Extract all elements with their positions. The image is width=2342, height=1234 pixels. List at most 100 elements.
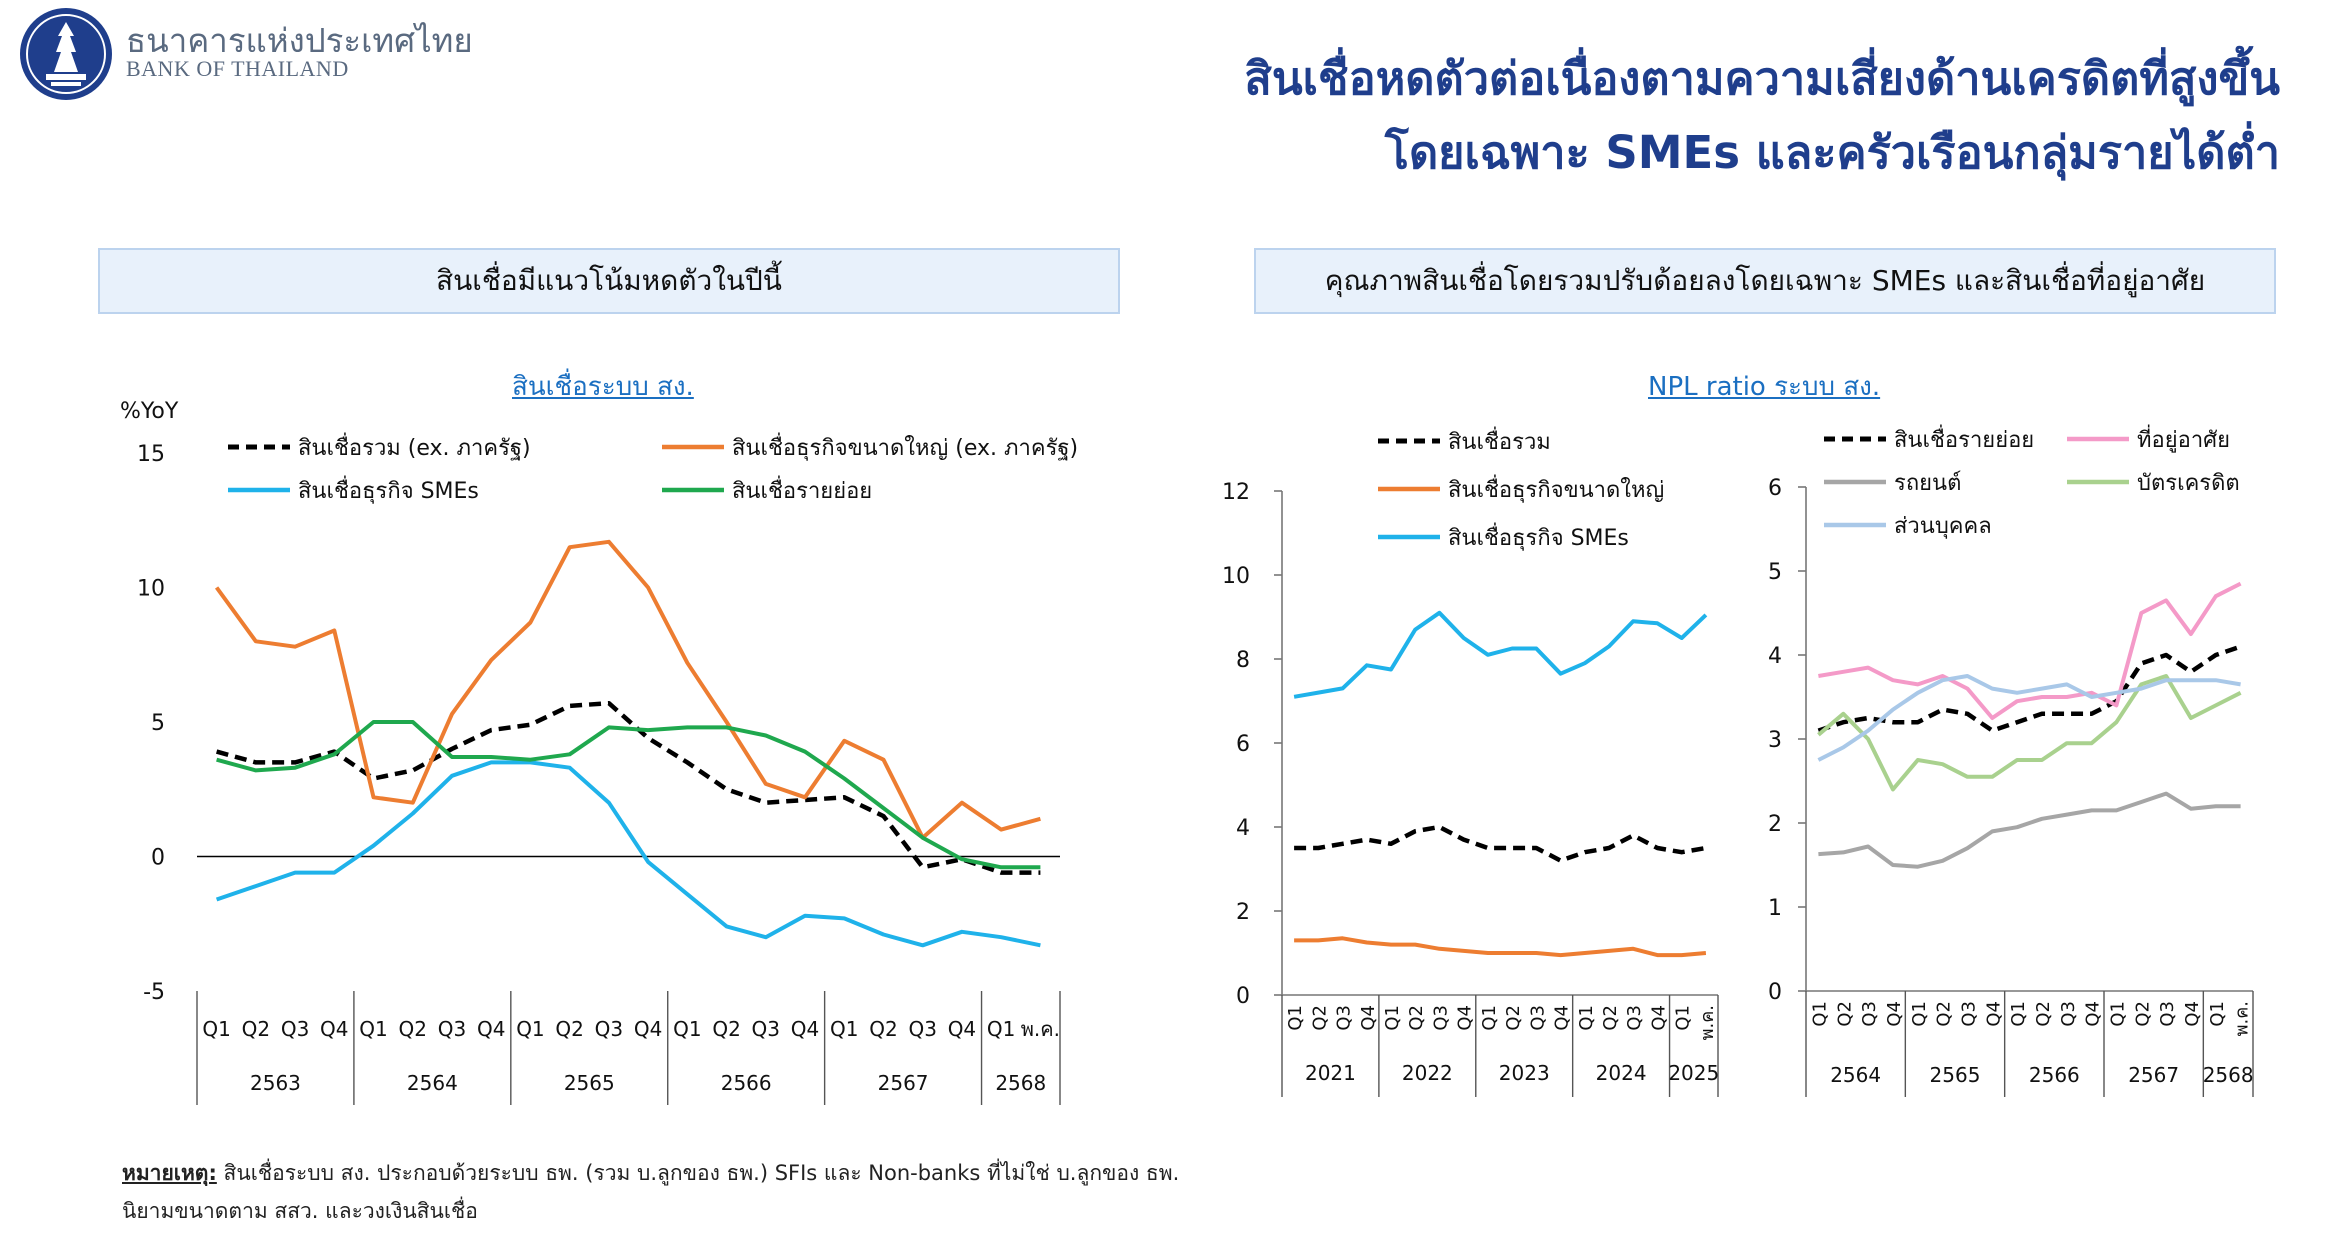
c1-x-tick-label: Q4 <box>1552 1005 1573 1031</box>
bank-name-english: BANK OF THAILAND <box>126 56 349 81</box>
c0-x-tick-label: Q1 <box>673 1017 701 1041</box>
c2-year-label: 2567 <box>2128 1063 2179 1087</box>
c1-year-label: 2021 <box>1305 1061 1356 1085</box>
c0-x-tick-label: Q4 <box>791 1017 819 1041</box>
c2-x-tick-label: Q2 <box>1834 1001 1855 1027</box>
c0-x-tick-label: Q4 <box>477 1017 505 1041</box>
c1-x-tick-label: Q2 <box>1600 1005 1621 1031</box>
left-panel-title: สินเชื่อมีแนวโน้มหดตัวในปีนี้ <box>98 248 1120 314</box>
c2-legend-label-3: บัตรเครดิต <box>2137 471 2240 496</box>
c0-year-label: 2563 <box>250 1071 301 1095</box>
c2-legend-label-1: ที่อยู่อาศัย <box>2137 424 2230 453</box>
bank-name-thai: ธนาคารแห่งประเทศไทย <box>126 21 473 60</box>
c0-x-tick-label: Q3 <box>752 1017 780 1041</box>
c2-x-tick-label: Q4 <box>2182 1001 2203 1027</box>
c0-x-tick-label: Q4 <box>948 1017 976 1041</box>
c0-x-tick-label: Q3 <box>595 1017 623 1041</box>
c1-y-tick-label: 8 <box>1236 648 1250 673</box>
c2-series-line-2 <box>1818 791 2241 869</box>
c1-x-tick-label: Q1 <box>1382 1005 1403 1031</box>
c1-x-tick-label: Q4 <box>1455 1005 1476 1031</box>
c0-x-tick-label: Q2 <box>712 1017 740 1041</box>
c2-y-tick-label: 2 <box>1768 812 1782 837</box>
c2-year-label: 2566 <box>2029 1063 2080 1087</box>
c2-x-tick-label: Q3 <box>2157 1001 2178 1027</box>
c0-x-tick-label: Q1 <box>202 1017 230 1041</box>
c0-x-tick-label: Q3 <box>281 1017 309 1041</box>
c2-year-label: 2565 <box>1930 1063 1981 1087</box>
c1-x-tick-label: Q1 <box>1673 1005 1694 1031</box>
c0-legend-label-0: สินเชื่อรวม (ex. ภาครัฐ) <box>298 432 531 461</box>
c0-x-tick-label: Q3 <box>438 1017 466 1041</box>
c0-x-tick-label: Q1 <box>987 1017 1015 1041</box>
c1-y-tick-label: 0 <box>1236 984 1250 1009</box>
c0-y-tick-label: 10 <box>137 577 165 602</box>
c1-legend-label-1: สินเชื่อธุรกิจขนาดใหญ่ <box>1448 474 1664 503</box>
c0-y-tick-label: 15 <box>137 442 165 467</box>
c2-x-tick-label: Q1 <box>2207 1001 2228 1027</box>
c2-y-tick-label: 6 <box>1768 476 1782 501</box>
c2-x-tick-label: Q2 <box>2033 1001 2054 1027</box>
c2-x-tick-label: Q4 <box>2083 1001 2104 1027</box>
c2-series-line-3 <box>1817 674 2242 792</box>
headline-line-2: โดยเฉพาะ SMEs และครัวเรือนกลุ่มรายได้ต่ำ <box>1384 126 2280 179</box>
c0-x-tick-label: Q4 <box>634 1017 662 1041</box>
c0-x-tick-label: Q2 <box>555 1017 583 1041</box>
c1-x-tick-label: Q3 <box>1624 1005 1645 1031</box>
c1-year-label: 2024 <box>1596 1061 1647 1085</box>
c2-x-tick-label: Q4 <box>1884 1001 1905 1027</box>
c0-y-axis-unit-label: %YoY <box>120 399 179 424</box>
c2-series-line-1 <box>1818 581 2242 720</box>
c2-year-label: 2564 <box>1830 1063 1881 1087</box>
c0-series-line-1 <box>214 539 1041 840</box>
c2-series-line-0 <box>1817 644 2242 733</box>
footnote: หมายเหตุ: สินเชื่อระบบ สง. ประกอบด้วยระบ… <box>122 1154 1272 1230</box>
c2-y-tick-label: 5 <box>1768 560 1782 585</box>
c2-x-tick-label: Q2 <box>1934 1001 1955 1027</box>
c1-x-tick-label: Q2 <box>1503 1005 1524 1031</box>
footnote-line-1: สินเชื่อระบบ สง. ประกอบด้วยระบบ ธพ. (รวม… <box>216 1161 1180 1185</box>
c2-x-tick-label: Q4 <box>1983 1001 2004 1027</box>
c1-y-tick-label: 4 <box>1236 816 1250 841</box>
c2-x-tick-label: Q1 <box>2107 1001 2128 1027</box>
c1-year-label: 2025 <box>1668 1061 1719 1085</box>
c0-legend-label-3: สินเชื่อรายย่อย <box>732 475 872 504</box>
c1-y-tick-label: 2 <box>1236 900 1250 925</box>
c0-y-tick-label: 0 <box>151 846 165 871</box>
c1-x-tick-label: Q3 <box>1527 1005 1548 1031</box>
c2-x-tick-label: Q1 <box>1909 1001 1930 1027</box>
c0-year-label: 2568 <box>995 1071 1046 1095</box>
right-chart-title: NPL ratio ระบบ สง. <box>1648 372 1881 402</box>
c0-legend-label-1: สินเชื่อธุรกิจขนาดใหญ่ (ex. ภาครัฐ) <box>732 432 1078 461</box>
c2-year-label: 2568 <box>2203 1063 2254 1087</box>
footnote-line-2: นิยามขนาดตาม สสว. และวงเงินสินเชื่อ <box>122 1199 478 1223</box>
c0-x-tick-label: Q4 <box>320 1017 348 1041</box>
footnote-label: หมายเหตุ: <box>122 1161 217 1185</box>
bank-of-thailand-logo <box>20 8 112 100</box>
c1-legend-label-0: สินเชื่อรวม <box>1448 426 1551 455</box>
c2-x-tick-label: Q3 <box>1859 1001 1880 1027</box>
c0-x-tick-label: Q1 <box>359 1017 387 1041</box>
c1-series-line-2 <box>1293 610 1708 699</box>
c0-series-line-3 <box>216 720 1041 870</box>
c2-x-tick-label: Q1 <box>2008 1001 2029 1027</box>
c1-year-label: 2023 <box>1499 1061 1550 1085</box>
c1-year-label: 2022 <box>1402 1061 1453 1085</box>
c1-x-tick-label: Q3 <box>1430 1005 1451 1031</box>
c2-y-tick-label: 4 <box>1768 644 1782 669</box>
c0-x-tick-label: Q2 <box>242 1017 270 1041</box>
c2-series-line-4 <box>1817 674 2241 762</box>
c0-x-tick-label: Q1 <box>516 1017 544 1041</box>
c1-x-tick-label: Q4 <box>1358 1005 1379 1031</box>
c2-y-tick-label: 0 <box>1768 980 1782 1005</box>
c1-series-line-0 <box>1294 824 1707 863</box>
c2-x-tick-label: Q3 <box>2058 1001 2079 1027</box>
c2-legend-label-2: รถยนต์ <box>1894 471 1961 496</box>
c0-year-label: 2565 <box>564 1071 615 1095</box>
c0-y-tick-label: -5 <box>143 980 165 1005</box>
c1-x-tick-label: พ.ค. <box>1697 1005 1718 1040</box>
c1-y-tick-label: 6 <box>1236 732 1250 757</box>
c2-legend-label-0: สินเชื่อรายย่อย <box>1894 424 2034 453</box>
c0-x-tick-label: Q1 <box>830 1017 858 1041</box>
